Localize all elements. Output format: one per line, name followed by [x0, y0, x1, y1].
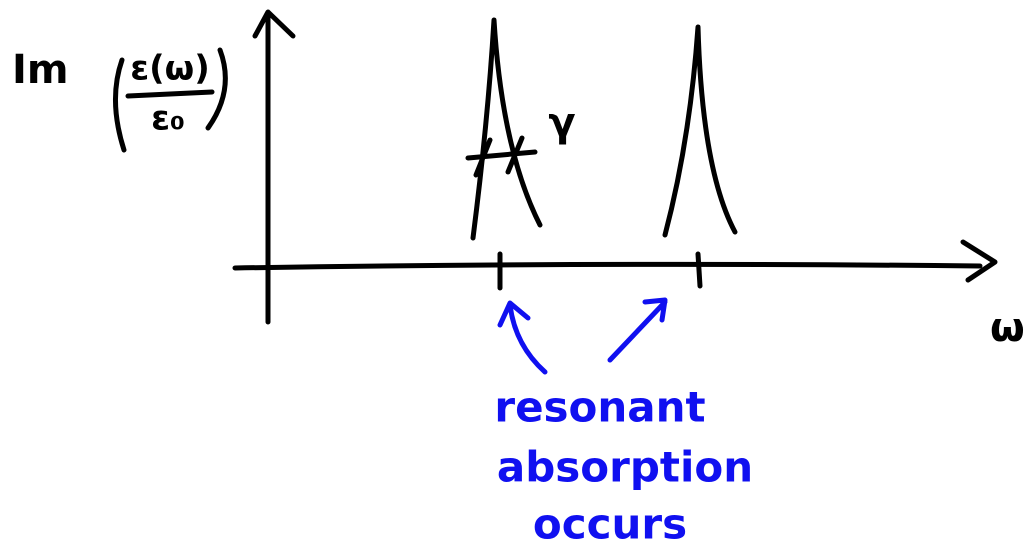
arrow-2	[610, 300, 665, 360]
annotation-line: absorption	[497, 443, 753, 492]
width-marker	[468, 138, 535, 175]
left-paren	[115, 60, 124, 150]
y-axis	[255, 12, 293, 322]
diagram: Im ε(ω) ε₀ γ ω resonant absorption occur…	[0, 0, 1025, 557]
arrow-1	[500, 303, 545, 372]
y-label-numerator: ε(ω)	[130, 49, 210, 89]
y-label-denominator: ε₀	[151, 99, 185, 139]
fraction-bar	[128, 92, 212, 96]
annotation-line: occurs	[533, 500, 687, 549]
x-axis-label: ω	[990, 305, 1025, 351]
ticks	[500, 254, 700, 288]
peak-2	[665, 27, 735, 235]
peak-1	[473, 20, 540, 238]
annotation-line: resonant	[494, 383, 705, 432]
width-label: γ	[548, 100, 575, 146]
x-axis	[235, 242, 995, 280]
y-label-prefix: Im	[12, 47, 69, 93]
right-paren	[208, 50, 225, 128]
